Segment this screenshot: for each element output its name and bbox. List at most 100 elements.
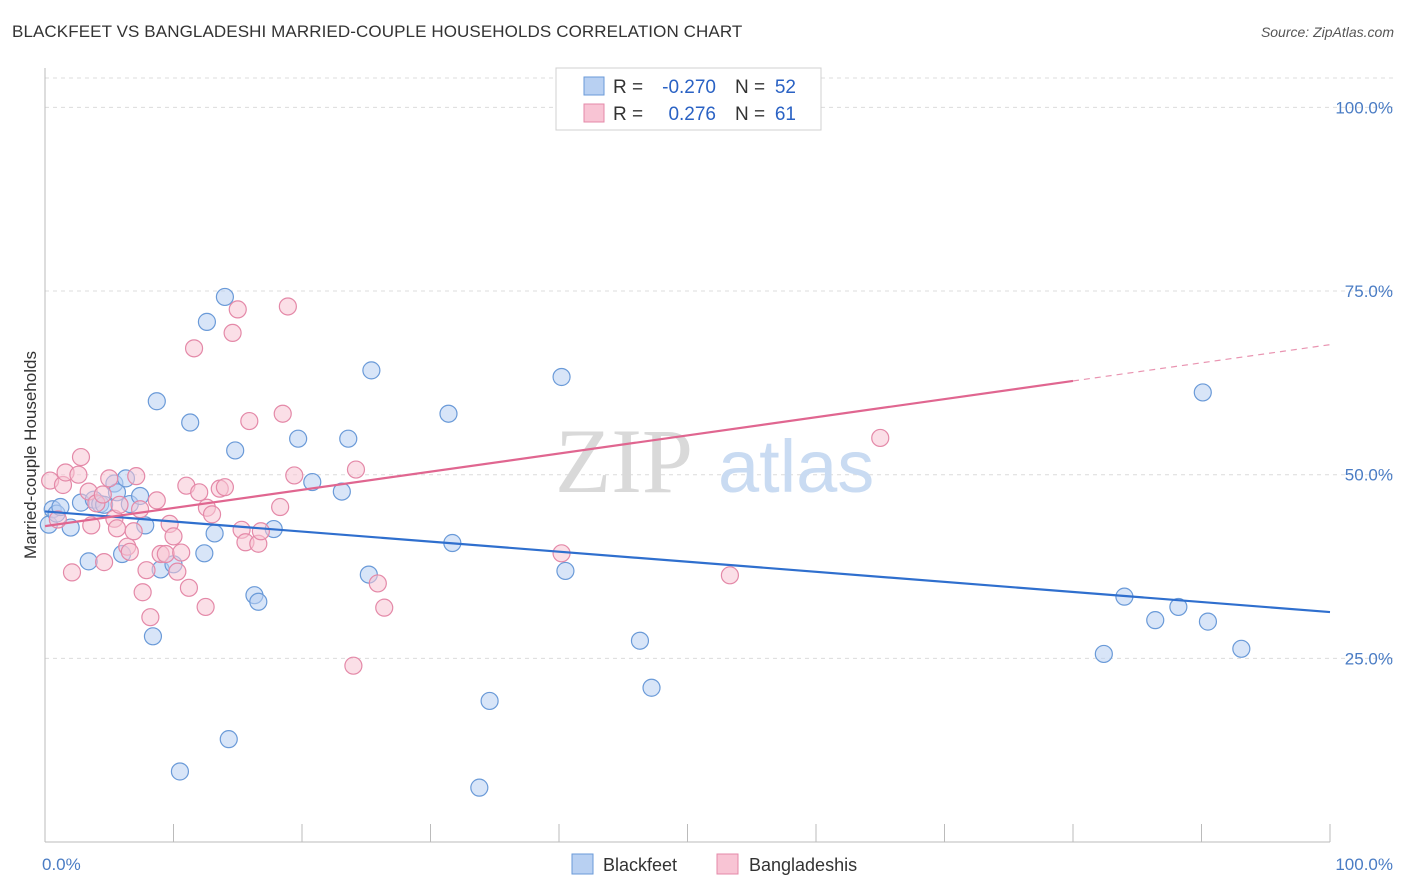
trend-line-blackfeet [44, 510, 1331, 614]
point-blackfeet-24 [197, 312, 217, 331]
data-points [39, 287, 1251, 797]
point-blackfeet-51 [1198, 612, 1218, 631]
legend-n-label-blackfeet: N = [735, 77, 765, 98]
point-bangladeshis-11 [95, 553, 114, 572]
bottom-legend-label-blackfeet: Blackfeet [603, 855, 677, 875]
legend-r-label-blackfeet: R = [613, 77, 643, 98]
point-bangladeshis-51 [346, 460, 366, 479]
point-bangladeshis-57 [871, 428, 890, 448]
point-blackfeet-50 [1193, 383, 1212, 402]
point-blackfeet-44 [630, 631, 650, 650]
legend-r-value-bangladeshis: 0.276 [668, 104, 716, 125]
point-blackfeet-37 [362, 361, 381, 380]
point-bangladeshis-39 [215, 478, 234, 497]
point-blackfeet-35 [339, 429, 358, 448]
point-bangladeshis-24 [147, 491, 166, 510]
legend-top: R = -0.270 N = 52 R = 0.276 N = 61 [555, 67, 822, 131]
point-blackfeet-41 [480, 691, 499, 711]
point-bangladeshis-50 [285, 466, 304, 485]
point-blackfeet-18 [147, 392, 166, 411]
point-blackfeet-43 [556, 561, 575, 581]
point-bangladeshis-41 [228, 300, 247, 319]
bottom-legend-swatch-blackfeet [571, 853, 594, 875]
point-blackfeet-48 [1146, 611, 1165, 630]
point-bangladeshis-19 [127, 467, 146, 486]
legend-r-value-blackfeet: -0.270 [662, 77, 716, 98]
point-bangladeshis-10 [93, 485, 112, 504]
legend-r-label-bangladeshis: R = [613, 104, 643, 125]
point-bangladeshis-30 [172, 543, 191, 562]
point-bangladeshis-18 [124, 522, 143, 541]
point-blackfeet-25 [205, 524, 224, 543]
point-blackfeet-27 [226, 441, 245, 460]
point-bangladeshis-20 [130, 500, 150, 519]
point-bangladeshis-46 [251, 522, 270, 541]
trend-lines [44, 344, 1331, 614]
chart-source: Source: ZipAtlas.com [1260, 24, 1394, 40]
point-bangladeshis-33 [184, 339, 204, 358]
point-blackfeet-17 [143, 627, 163, 646]
point-blackfeet-34 [332, 482, 351, 501]
point-bangladeshis-52 [368, 574, 387, 593]
point-blackfeet-22 [181, 413, 200, 432]
y-tick-label-25: 25.0% [1345, 649, 1393, 668]
point-bangladeshis-37 [202, 505, 222, 524]
point-bangladeshis-22 [137, 561, 156, 580]
point-blackfeet-33 [303, 472, 322, 492]
point-bangladeshis-32 [179, 578, 199, 597]
point-blackfeet-28 [219, 730, 238, 749]
point-bangladeshis-14 [107, 519, 127, 538]
watermark-zip: ZIP [555, 410, 693, 512]
point-blackfeet-52 [1232, 639, 1251, 658]
legend-n-value-bangladeshis: 61 [775, 104, 796, 125]
point-blackfeet-21 [170, 762, 190, 781]
legend-n-label-bangladeshis: N = [735, 104, 765, 125]
x-tick-label-100: 100.0% [1335, 855, 1393, 874]
point-bangladeshis-40 [223, 323, 242, 343]
point-blackfeet-40 [470, 778, 489, 797]
point-blackfeet-30 [249, 592, 268, 611]
point-bangladeshis-44 [240, 411, 259, 431]
point-bangladeshis-54 [344, 656, 363, 675]
x-tick-label-0: 0.0% [42, 855, 81, 874]
point-bangladeshis-6 [71, 447, 91, 467]
point-bangladeshis-48 [273, 404, 292, 423]
point-blackfeet-49 [1169, 597, 1188, 617]
point-bangladeshis-35 [196, 597, 215, 617]
trend-line-bangladeshis [44, 379, 1074, 528]
point-blackfeet-42 [552, 367, 571, 387]
point-blackfeet-23 [195, 544, 214, 563]
watermark-atlas: atlas [718, 425, 874, 508]
point-bangladeshis-17 [120, 542, 139, 561]
point-blackfeet-6 [79, 552, 98, 571]
point-bangladeshis-49 [278, 297, 297, 316]
point-bangladeshis-47 [271, 497, 290, 517]
watermark: ZIP atlas [555, 410, 874, 512]
grid-lines [45, 77, 1393, 659]
point-blackfeet-26 [215, 287, 234, 307]
legend-swatch-bangladeshis [583, 103, 605, 123]
point-blackfeet-32 [289, 429, 308, 448]
point-bangladeshis-4 [62, 563, 82, 582]
point-bangladeshis-28 [164, 527, 183, 546]
point-bangladeshis-56 [720, 566, 740, 585]
x-tick-labels: 0.0% 100.0% [42, 855, 1393, 874]
point-blackfeet-46 [1094, 644, 1113, 664]
point-bangladeshis-34 [190, 483, 209, 502]
point-bangladeshis-29 [168, 562, 187, 581]
point-bangladeshis-26 [156, 544, 175, 564]
point-bangladeshis-53 [375, 598, 394, 617]
point-bangladeshis-12 [100, 469, 119, 488]
chart-title: BLACKFEET VS BANGLADESHI MARRIED-COUPLE … [12, 22, 743, 41]
y-tick-labels: 25.0% 50.0% 75.0% 100.0% [1335, 98, 1393, 668]
trend-line-bangladeshis-dashed [1072, 344, 1331, 382]
y-tick-label-75: 75.0% [1345, 282, 1393, 301]
y-tick-label-50: 50.0% [1345, 466, 1393, 485]
legend-swatch-blackfeet [583, 76, 605, 96]
point-bangladeshis-23 [141, 608, 160, 627]
point-bangladeshis-21 [133, 583, 152, 602]
axes [44, 68, 1331, 843]
bottom-legend-swatch-bangladeshis [716, 853, 739, 875]
point-blackfeet-45 [642, 678, 661, 697]
